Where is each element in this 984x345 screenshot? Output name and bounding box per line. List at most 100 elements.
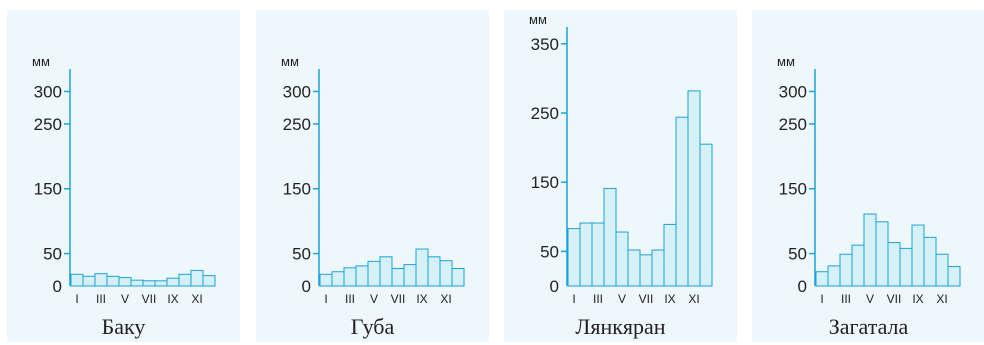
y-tick-label: 150 xyxy=(34,180,62,199)
x-tick-label: IX xyxy=(167,292,178,306)
bar-IX xyxy=(166,277,180,287)
bar-VII xyxy=(639,254,653,287)
y-tick-label: 300 xyxy=(779,82,807,101)
chart-panel-guba: мм 0 50 150 250 300 I III V VII IX XI Губа xyxy=(256,10,489,342)
bar-VI xyxy=(627,249,641,287)
x-tick-label: VII xyxy=(639,292,654,306)
bar-XI xyxy=(190,269,204,287)
bar-IV xyxy=(355,265,369,287)
x-tick-label: XI xyxy=(688,292,699,306)
y-tick-label: 50 xyxy=(292,245,311,264)
y-axis-unit-label: мм xyxy=(32,54,50,69)
y-tick-label: 0 xyxy=(798,277,807,296)
y-axis-unit-label: мм xyxy=(529,12,547,27)
y-tick-label: 150 xyxy=(531,173,559,192)
y-tick-label: 0 xyxy=(550,277,559,296)
chart-panel-lankaran: мм 0 50 150 250 350 I III V VII IX XI Лянкяран xyxy=(504,10,737,342)
chart-title-zagatala: Загатала xyxy=(828,314,909,339)
bar-X xyxy=(427,256,441,287)
bar-V xyxy=(863,213,877,287)
bar-V xyxy=(367,260,381,287)
y-tick-label: 150 xyxy=(283,180,311,199)
bar-XI xyxy=(687,90,701,287)
y-tick-label: 50 xyxy=(788,245,807,264)
bar-V xyxy=(615,231,629,287)
x-tick-label: V xyxy=(121,292,129,306)
x-tick-label: III xyxy=(593,292,603,306)
bar-XII xyxy=(947,266,961,287)
y-tick-label: 50 xyxy=(43,245,62,264)
y-tick-label: 250 xyxy=(283,115,311,134)
bar-III xyxy=(94,273,108,287)
x-tick-label: IX xyxy=(416,292,427,306)
x-tick-label: I xyxy=(324,292,327,306)
x-tick-label: IX xyxy=(664,292,675,306)
x-tick-label: V xyxy=(370,292,378,306)
bar-IX xyxy=(911,224,925,287)
bar-VIII xyxy=(651,249,665,287)
bar-IX xyxy=(415,248,429,287)
x-tick-label: XI xyxy=(936,292,947,306)
x-tick-label: XI xyxy=(440,292,451,306)
bar-XII xyxy=(202,275,216,287)
y-tick-label: 350 xyxy=(531,35,559,54)
bar-I xyxy=(567,228,581,287)
bar-VI xyxy=(379,256,393,287)
chart-panel-baku: мм 0 50 150 250 300 I III V VII IX XI Баку xyxy=(7,10,240,342)
chart-title-baku: Баку xyxy=(101,314,146,339)
bar-IV xyxy=(603,187,617,287)
bar-IV xyxy=(851,244,865,287)
bar-I xyxy=(70,273,84,287)
chart-title-lankaran: Лянкяран xyxy=(575,314,666,339)
x-tick-label: VII xyxy=(391,292,406,306)
bar-III xyxy=(343,267,357,287)
x-tick-label: V xyxy=(866,292,874,306)
y-tick-label: 150 xyxy=(779,180,807,199)
y-tick-label: 250 xyxy=(531,104,559,123)
bar-VIII xyxy=(403,264,417,287)
y-tick-label: 0 xyxy=(302,277,311,296)
bar-X xyxy=(178,273,192,287)
bar-III xyxy=(839,253,853,287)
bar-VIII xyxy=(154,280,168,287)
x-tick-label: IX xyxy=(912,292,923,306)
bar-V xyxy=(118,277,132,287)
y-tick-label: 300 xyxy=(283,82,311,101)
y-tick-label: 50 xyxy=(540,242,559,261)
y-tick-label: 300 xyxy=(34,82,62,101)
bar-IX xyxy=(663,223,677,287)
bar-VII xyxy=(887,242,901,287)
bar-II xyxy=(579,222,593,287)
y-axis-unit-label: мм xyxy=(777,54,795,69)
x-tick-label: VII xyxy=(142,292,157,306)
bar-III xyxy=(591,222,605,287)
bar-XII xyxy=(699,143,713,287)
bar-I xyxy=(815,271,829,287)
bar-II xyxy=(82,275,96,287)
y-tick-label: 0 xyxy=(53,277,62,296)
chart-panel-zagatala: мм 0 50 150 250 300 I III V VII IX XI Загатала xyxy=(752,10,984,342)
x-tick-label: V xyxy=(618,292,626,306)
bar-VI xyxy=(875,221,889,287)
y-tick-label: 250 xyxy=(34,115,62,134)
bar-II xyxy=(827,265,841,287)
chart-title-guba: Губа xyxy=(350,314,395,339)
bar-VI xyxy=(130,279,144,287)
x-tick-label: III xyxy=(345,292,355,306)
bar-I xyxy=(319,273,333,287)
y-tick-label: 250 xyxy=(779,115,807,134)
x-tick-label: VII xyxy=(887,292,902,306)
bar-XI xyxy=(935,253,949,287)
bar-XI xyxy=(439,260,453,287)
bar-II xyxy=(331,271,345,287)
bar-VIII xyxy=(899,247,913,287)
x-tick-label: I xyxy=(75,292,78,306)
bar-X xyxy=(923,236,937,287)
x-tick-label: XI xyxy=(191,292,202,306)
x-tick-label: III xyxy=(841,292,851,306)
x-tick-label: III xyxy=(96,292,106,306)
